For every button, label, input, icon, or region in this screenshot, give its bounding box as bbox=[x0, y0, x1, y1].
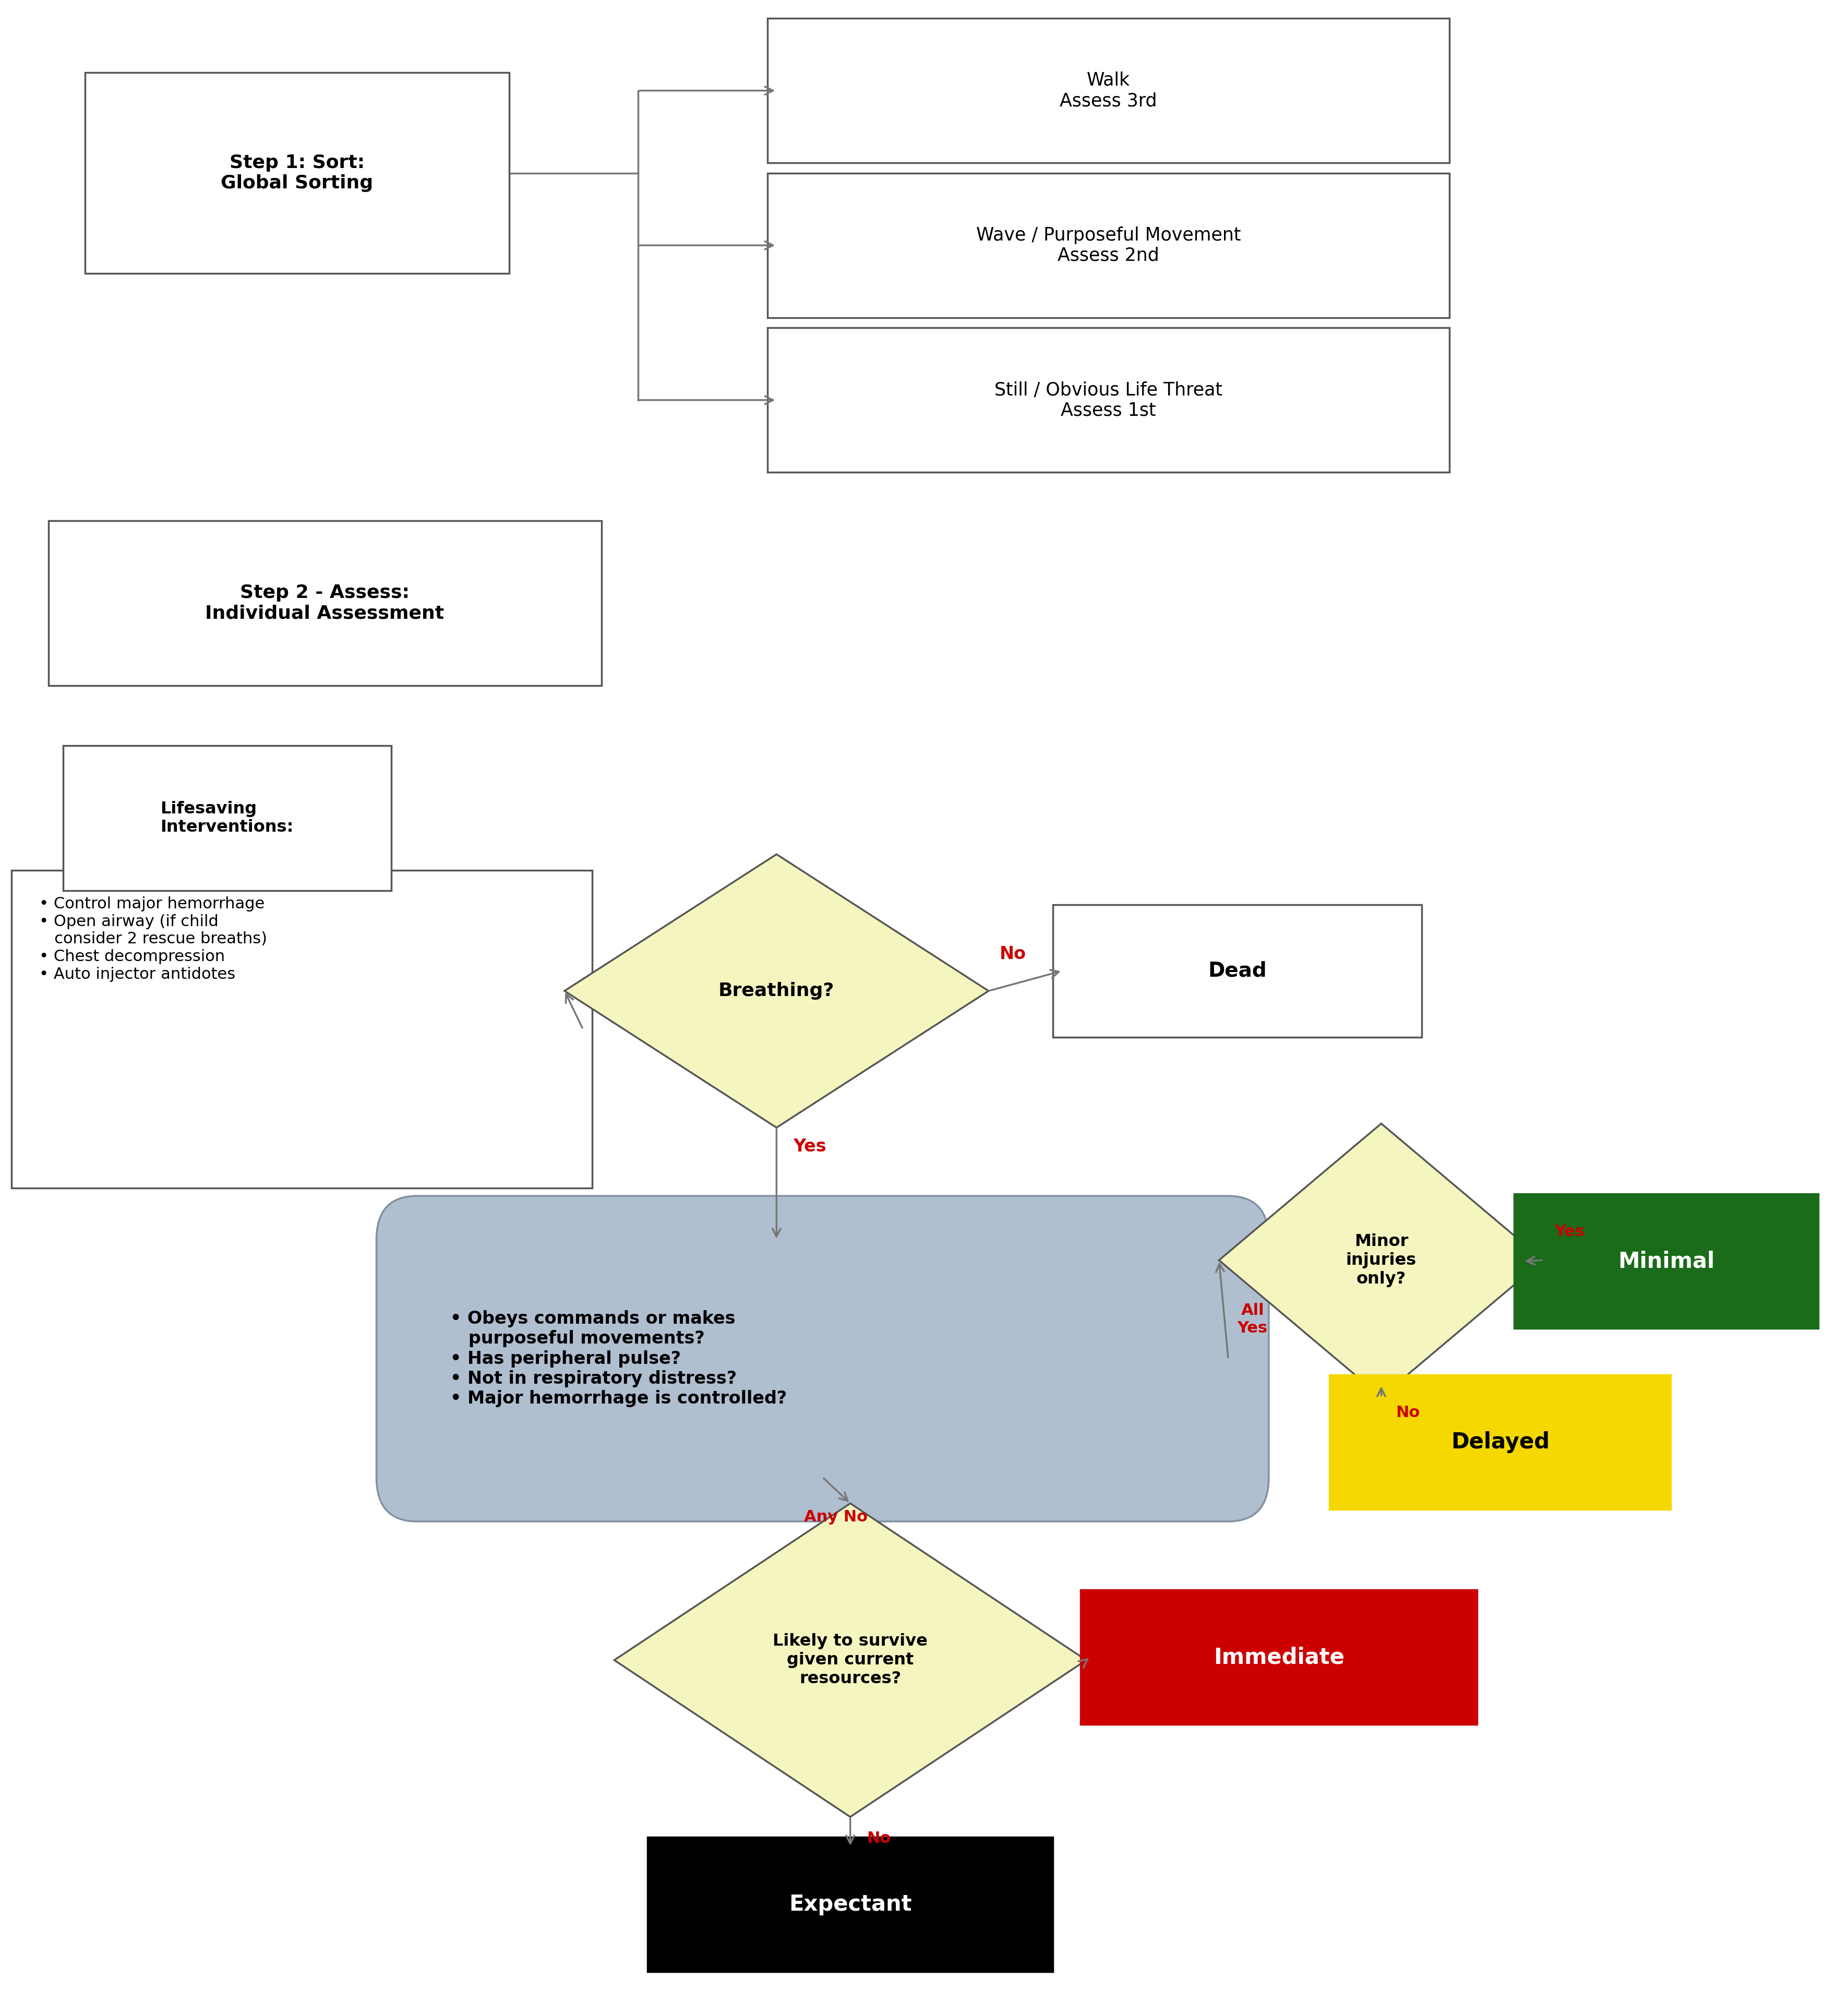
Text: • Control major hemorrhage
• Open airway (if child
   consider 2 rescue breaths): • Control major hemorrhage • Open airway… bbox=[39, 896, 268, 981]
FancyBboxPatch shape bbox=[767, 173, 1449, 318]
Polygon shape bbox=[614, 1502, 1087, 1817]
Text: Step 1: Sort:
Global Sorting: Step 1: Sort: Global Sorting bbox=[222, 153, 373, 191]
FancyBboxPatch shape bbox=[1081, 1589, 1477, 1724]
FancyBboxPatch shape bbox=[1514, 1194, 1818, 1329]
Text: Yes: Yes bbox=[1554, 1225, 1586, 1239]
Text: Yes: Yes bbox=[793, 1138, 826, 1156]
Text: Lifesaving
Interventions:: Lifesaving Interventions: bbox=[161, 802, 294, 836]
Text: Yes: Yes bbox=[1098, 1621, 1127, 1637]
Text: Minimal: Minimal bbox=[1617, 1251, 1715, 1273]
FancyBboxPatch shape bbox=[377, 1196, 1270, 1521]
Text: Any No: Any No bbox=[804, 1508, 869, 1525]
Text: Step 2 - Assess:
Individual Assessment: Step 2 - Assess: Individual Assessment bbox=[205, 584, 444, 622]
FancyBboxPatch shape bbox=[767, 18, 1449, 163]
Text: Likely to survive
given current
resources?: Likely to survive given current resource… bbox=[772, 1633, 928, 1688]
Text: Dead: Dead bbox=[1209, 961, 1266, 981]
Text: No: No bbox=[1395, 1406, 1419, 1420]
Text: Minor
injuries
only?: Minor injuries only? bbox=[1345, 1233, 1416, 1287]
FancyBboxPatch shape bbox=[11, 870, 591, 1188]
Polygon shape bbox=[564, 854, 989, 1128]
FancyBboxPatch shape bbox=[1053, 904, 1421, 1037]
Polygon shape bbox=[1220, 1124, 1543, 1398]
Text: No: No bbox=[867, 1831, 891, 1847]
FancyBboxPatch shape bbox=[1329, 1376, 1671, 1508]
Text: Expectant: Expectant bbox=[789, 1893, 911, 1915]
FancyBboxPatch shape bbox=[85, 73, 510, 274]
Text: No: No bbox=[1000, 945, 1026, 963]
Text: Wave / Purposeful Movement
Assess 2nd: Wave / Purposeful Movement Assess 2nd bbox=[976, 226, 1240, 264]
Text: Breathing?: Breathing? bbox=[719, 983, 835, 999]
Text: Immediate: Immediate bbox=[1214, 1645, 1343, 1668]
FancyBboxPatch shape bbox=[48, 522, 601, 685]
Text: • Obeys commands or makes
   purposeful movements?
• Has peripheral pulse?
• Not: • Obeys commands or makes purposeful mov… bbox=[451, 1311, 787, 1408]
FancyBboxPatch shape bbox=[63, 745, 392, 890]
FancyBboxPatch shape bbox=[767, 328, 1449, 473]
Text: All
Yes: All Yes bbox=[1238, 1303, 1268, 1335]
Text: Walk
Assess 3rd: Walk Assess 3rd bbox=[1059, 70, 1157, 109]
Text: Still / Obvious Life Threat
Assess 1st: Still / Obvious Life Threat Assess 1st bbox=[994, 381, 1222, 419]
FancyBboxPatch shape bbox=[647, 1837, 1053, 1972]
Text: Delayed: Delayed bbox=[1451, 1432, 1549, 1452]
